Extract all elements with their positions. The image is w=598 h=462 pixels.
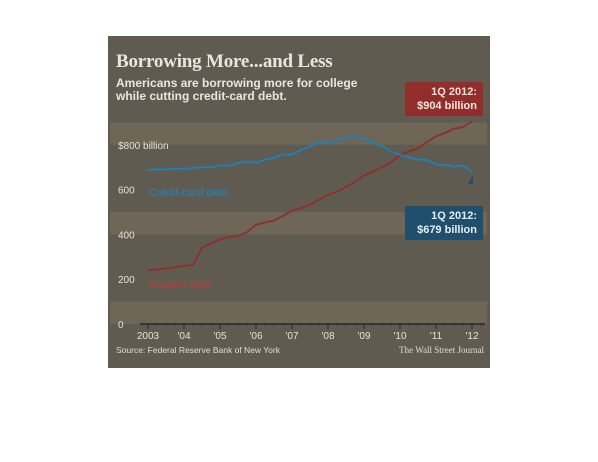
credit-callout-period: 1Q 2012: (431, 210, 477, 222)
credit-card-debt-line (147, 135, 473, 173)
grid-band (110, 122, 487, 145)
grid-band (110, 301, 487, 324)
credit-card-callout: 1Q 2012: $679 billion (405, 206, 483, 240)
chart-title: Borrowing More...and Less (116, 51, 333, 72)
x-tick-label: '11 (430, 331, 443, 342)
x-tick-label: '05 (213, 331, 226, 342)
credit-card-debt-label: Credit-card debt (149, 187, 228, 199)
student-callout-value: $904 billion (417, 100, 477, 112)
student-callout-period: 1Q 2012: (431, 86, 477, 98)
x-tick-label: 2003 (137, 331, 160, 342)
y-tick-label: 200 (118, 275, 135, 286)
x-tick-label: '10 (393, 331, 406, 342)
y-tick-label: 400 (118, 230, 135, 241)
x-tick-label: '04 (177, 331, 190, 342)
x-tick-label: '12 (465, 331, 478, 342)
publisher-credit: The Wall Street Journal (399, 345, 484, 355)
y-tick-label: $800 billion (118, 141, 169, 152)
credit-callout-value: $679 billion (417, 224, 477, 236)
chart-subtitle: Americans are borrowing more for college… (116, 76, 358, 103)
y-tick-label: 600 (118, 186, 135, 197)
grid-band (110, 212, 487, 235)
line-chart: 0 200 400 600 $800 billion 2003 '04 '05 '06 '07 '0… (110, 107, 487, 342)
y-tick-label: 0 (118, 320, 124, 331)
student-debt-label: Student debt (149, 279, 211, 291)
x-tick-label: '08 (321, 331, 334, 342)
x-tick-label: '06 (249, 331, 262, 342)
credit-callout-pointer (468, 174, 473, 184)
student-debt-line (147, 120, 473, 272)
x-tick-label: '07 (285, 331, 298, 342)
x-tick-label: '09 (357, 331, 370, 342)
student-debt-callout: 1Q 2012: $904 billion (405, 82, 483, 116)
chart-panel: Borrowing More...and Less Americans are … (108, 36, 490, 368)
source-note: Source: Federal Reserve Bank of New York (116, 345, 280, 355)
